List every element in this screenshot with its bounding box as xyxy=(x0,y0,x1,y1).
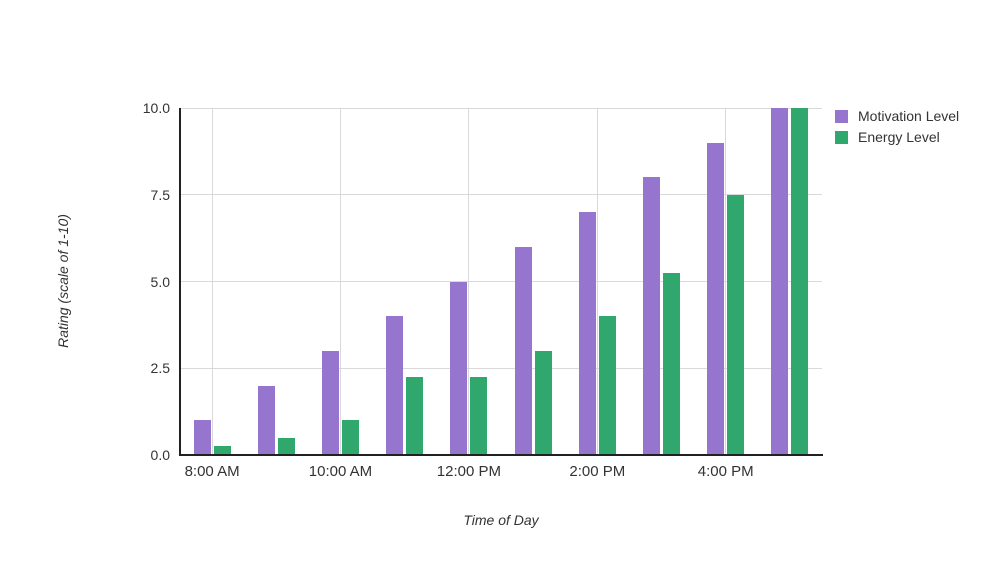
x-tick-label: 8:00 AM xyxy=(184,463,240,480)
gridline-vertical xyxy=(340,108,341,455)
x-axis-title: Time of Day xyxy=(463,512,539,528)
x-tick-label: 10:00 AM xyxy=(308,463,373,480)
bar-motivation-level[interactable] xyxy=(322,350,339,455)
y-axis-title: Rating (scale of 1-10) xyxy=(55,214,71,348)
bar-motivation-level[interactable] xyxy=(386,316,404,455)
legend: Motivation Level Energy Level xyxy=(835,108,959,150)
bar-energy-level[interactable] xyxy=(342,420,359,455)
y-tick-label: 2.5 xyxy=(150,360,170,377)
bar-energy-level[interactable] xyxy=(598,316,616,455)
gridline-vertical xyxy=(596,108,598,455)
bar-motivation-level[interactable] xyxy=(193,420,211,455)
bar-energy-level[interactable] xyxy=(213,446,231,455)
gridline-horizontal xyxy=(180,107,822,109)
gridline-vertical xyxy=(468,108,470,455)
bar-motivation-level[interactable] xyxy=(707,142,725,455)
legend-swatch-motivation xyxy=(835,109,848,123)
gridline-horizontal xyxy=(180,194,822,196)
legend-item-motivation[interactable]: Motivation Level xyxy=(835,108,959,124)
legend-swatch-energy xyxy=(835,130,848,144)
plot-area xyxy=(180,107,822,455)
gridline-vertical xyxy=(725,108,727,455)
legend-label: Energy Level xyxy=(858,129,940,145)
x-tick-label: 12:00 PM xyxy=(436,463,501,480)
bar-motivation-level[interactable] xyxy=(643,177,660,455)
gridline-horizontal xyxy=(180,367,822,369)
bar-energy-level[interactable] xyxy=(727,194,745,455)
legend-item-energy[interactable]: Energy Level xyxy=(835,129,959,145)
y-tick-label: 7.5 xyxy=(150,186,170,203)
x-tick-label: 4:00 PM xyxy=(697,463,754,480)
y-tick-label: 0.0 xyxy=(150,447,170,463)
bar-energy-level[interactable] xyxy=(791,108,809,455)
y-tick-label: 5.0 xyxy=(150,273,170,290)
x-tick-label: 2:00 PM xyxy=(569,463,626,480)
bar-motivation-level[interactable] xyxy=(771,108,789,455)
bar-motivation-level[interactable] xyxy=(514,246,532,455)
bar-energy-level[interactable] xyxy=(406,376,424,455)
bar-motivation-level[interactable] xyxy=(578,212,596,455)
legend-label: Motivation Level xyxy=(858,108,960,124)
y-tick-label: 10.0 xyxy=(142,100,170,116)
bar-energy-level[interactable] xyxy=(277,437,295,455)
bar-energy-level[interactable] xyxy=(663,272,680,455)
gridline-vertical xyxy=(211,108,213,455)
gridline-horizontal xyxy=(180,281,822,282)
y-axis-line xyxy=(179,108,181,456)
bar-motivation-level[interactable] xyxy=(257,385,275,455)
bar-energy-level[interactable] xyxy=(470,376,488,455)
bar-energy-level[interactable] xyxy=(534,350,552,455)
x-axis-line xyxy=(179,454,823,456)
bar-motivation-level[interactable] xyxy=(450,281,468,455)
